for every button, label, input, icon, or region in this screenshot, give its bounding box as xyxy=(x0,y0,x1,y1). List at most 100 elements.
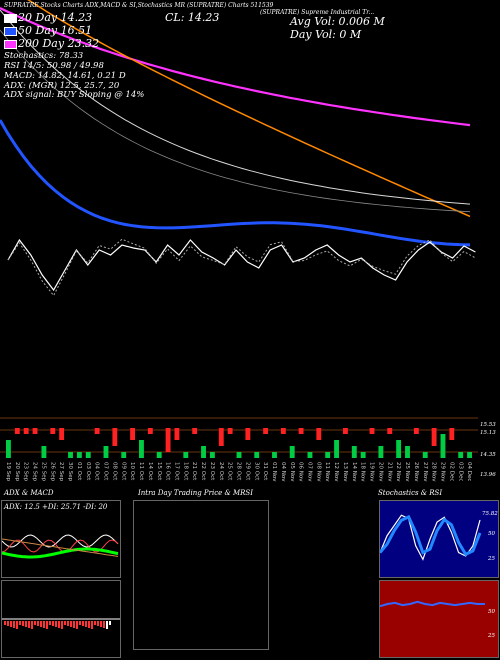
volume-bar xyxy=(183,452,189,458)
macd-histogram-bar xyxy=(52,621,54,626)
volume-bar xyxy=(396,440,402,458)
x-axis-label: 22 Oct xyxy=(200,462,206,481)
stochastics-panel: 75.82 50 25 xyxy=(379,500,499,578)
volume-bar xyxy=(201,446,206,458)
volume-bar xyxy=(387,428,393,434)
x-axis-label: 06 Nov xyxy=(298,462,304,482)
x-axis-label: 15 Oct xyxy=(156,462,162,481)
volume-bar xyxy=(272,452,277,458)
macd-histogram-bar xyxy=(67,621,69,626)
volume-bar xyxy=(422,452,428,458)
adx-line xyxy=(2,534,119,548)
price-chart xyxy=(0,0,476,297)
stoch-tick-2: 50 xyxy=(488,531,495,537)
macd-value: MACD: 14.82, 14.61, 0.21 D xyxy=(4,71,126,81)
macd-histogram-bar xyxy=(13,621,15,628)
adx-panel-values: ADX: 12.5 +DI: 25.71 -DI: 20 xyxy=(4,503,108,511)
x-axis-label: 29 Oct xyxy=(244,462,250,481)
macd-histogram-bar xyxy=(58,621,60,628)
x-axis-label: 05 Nov xyxy=(289,462,295,482)
x-axis-label: 13 Nov xyxy=(342,462,348,482)
macd-histogram-bar xyxy=(97,621,99,626)
macd-histogram-bar xyxy=(40,621,42,627)
top-small-title: SUPRATRE Stocks Charts ADX,MACD & SI,Sto… xyxy=(4,2,274,9)
volume-bar xyxy=(50,428,56,434)
volume-bar xyxy=(307,452,313,458)
macd-histogram-bar xyxy=(22,621,24,626)
x-axis-label: 25 Nov xyxy=(404,462,410,482)
volume-bar xyxy=(254,452,260,458)
x-axis-label: 27 Nov xyxy=(422,462,428,482)
x-axis-label: 11 Nov xyxy=(324,462,330,482)
volume-bar xyxy=(32,428,38,434)
x-axis-label: 17 Oct xyxy=(173,462,179,481)
x-axis-label: 08 Oct xyxy=(111,462,117,481)
volume-bar xyxy=(405,446,410,458)
macd-histogram-bar xyxy=(109,621,111,625)
sma20-label: 20 Day 14.23 xyxy=(18,11,93,24)
volume-bar xyxy=(316,428,322,440)
x-axis-label: 04 Nov xyxy=(280,462,286,482)
macd-histogram-bar xyxy=(46,621,48,629)
stoch-line xyxy=(380,514,482,557)
volume-bar xyxy=(14,428,20,434)
x-axis-label: 21 Nov xyxy=(386,462,392,482)
close-price: CL: 14.23 xyxy=(165,11,220,24)
adx-lines xyxy=(2,534,119,559)
volume-bar xyxy=(103,446,109,458)
volume-bar xyxy=(360,452,366,458)
stoch-line xyxy=(380,514,481,561)
sma50-label: 50 Day 16.51 xyxy=(18,24,93,37)
x-axis-label: 24 Oct xyxy=(218,462,224,481)
x-axis-label: 10 Oct xyxy=(129,462,135,481)
x-axis-label: 25 Oct xyxy=(227,462,233,481)
x-axis-label: 03 Oct xyxy=(85,462,91,481)
macd-histogram-bar xyxy=(91,621,93,629)
macd-histogram-bar xyxy=(79,621,81,625)
macd-histogram-bar xyxy=(64,621,66,625)
vol-tick-4: 13.96 xyxy=(480,472,496,478)
x-axis-label: 01 Oct xyxy=(76,462,82,481)
x-axis-label: 18 Oct xyxy=(182,462,188,481)
adx-panel-title: ADX & MACD xyxy=(4,489,54,497)
macd-histogram-bar xyxy=(76,621,78,629)
macd-histogram-bar xyxy=(103,621,105,628)
x-axis-label: 09 Oct xyxy=(120,462,126,481)
stoch-tick-1: 75.82 xyxy=(482,511,498,517)
x-axis-label: 19 Sep xyxy=(5,462,11,482)
volume-bar xyxy=(334,440,339,458)
volume-bar xyxy=(68,452,73,458)
macd-histogram-bar xyxy=(94,621,96,625)
macd-histogram-bar xyxy=(19,621,21,625)
adx-line xyxy=(2,538,119,557)
stoch-lines xyxy=(380,514,482,561)
x-axis-label: 02 Dec xyxy=(448,462,454,481)
x-axis-label: 07 Oct xyxy=(103,462,109,481)
sma200-swatch xyxy=(4,40,17,49)
volume-bar xyxy=(147,428,153,434)
intraday-panel xyxy=(133,500,269,650)
volume-bar xyxy=(369,428,375,434)
x-axis-label: 26 Sep xyxy=(49,462,55,482)
x-axis-label: 11 Oct xyxy=(138,462,144,481)
volume-bar xyxy=(467,452,473,458)
rsi-tick-2: 25 xyxy=(488,633,495,639)
volume-bar xyxy=(156,452,162,458)
avg-volume: Avg Vol: 0.006 M xyxy=(290,15,385,28)
x-axis-label: 31 Oct xyxy=(262,462,268,481)
volume-bar xyxy=(121,452,127,458)
volume-bar xyxy=(325,452,331,458)
x-axis-label: 27 Sep xyxy=(58,462,64,482)
volume-bar xyxy=(378,446,384,458)
x-axis-label: 04 Dec xyxy=(466,462,472,481)
macd-histogram-bar xyxy=(61,621,63,629)
macd-histogram-bar xyxy=(16,621,18,629)
volume-bar xyxy=(192,428,198,434)
volume-bar xyxy=(94,428,100,434)
rsi-line xyxy=(380,600,485,608)
volume-bar xyxy=(289,446,295,458)
macd-histogram-bar xyxy=(49,621,51,625)
volume-bar xyxy=(227,428,233,434)
x-axis-label: 26 Nov xyxy=(413,462,419,482)
volume-bar xyxy=(351,446,357,458)
